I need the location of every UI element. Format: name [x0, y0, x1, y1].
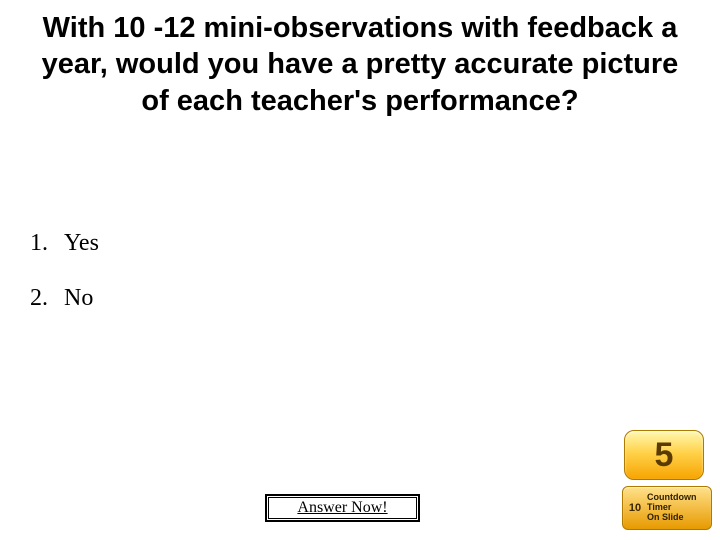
option-number: 2. — [20, 285, 48, 312]
countdown-caption-number: 10 — [623, 502, 647, 514]
options-list: 1. Yes 2. No — [20, 230, 99, 340]
countdown-timer-caption: 10 Countdown Timer On Slide — [622, 486, 712, 530]
countdown-timer-value: 5 — [655, 436, 674, 475]
answer-now-label: Answer Now! — [268, 497, 417, 519]
answer-now-button[interactable]: Answer Now! — [265, 494, 420, 522]
option-label: Yes — [64, 230, 99, 257]
option-item[interactable]: 1. Yes — [20, 230, 99, 257]
option-label: No — [64, 285, 93, 312]
countdown-timer-badge: 5 — [624, 430, 704, 480]
countdown-caption-line: On Slide — [647, 513, 696, 523]
question-text: With 10 -12 mini-observations with feedb… — [30, 10, 690, 119]
countdown-caption-text: Countdown Timer On Slide — [647, 493, 696, 523]
option-number: 1. — [20, 230, 48, 257]
option-item[interactable]: 2. No — [20, 285, 99, 312]
